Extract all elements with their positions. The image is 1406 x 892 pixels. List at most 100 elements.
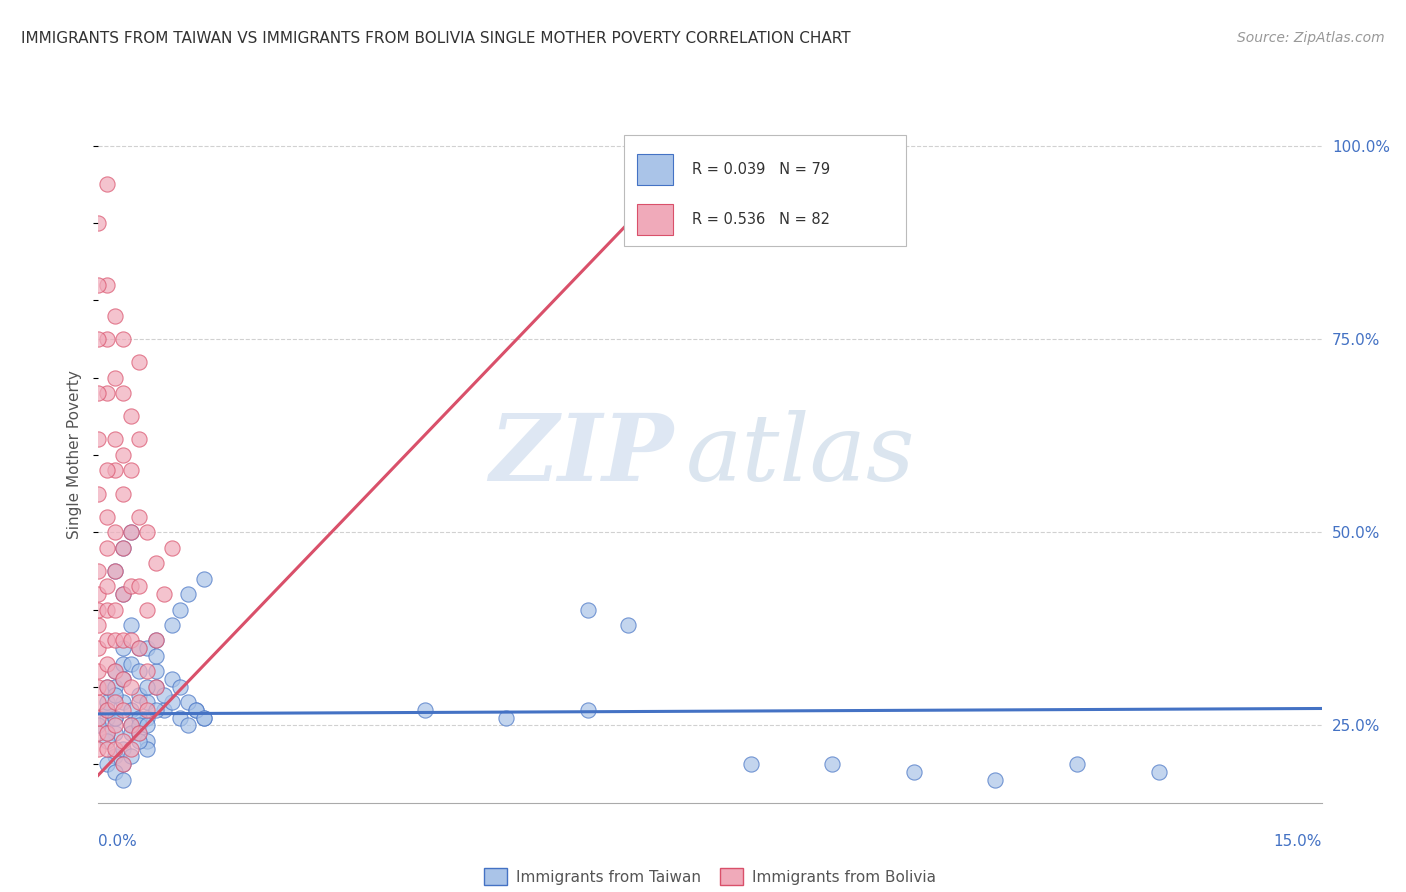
- Point: [87, 564, 110, 578]
- Text: IMMIGRANTS FROM TAIWAN VS IMMIGRANTS FROM BOLIVIA SINGLE MOTHER POVERTY CORRELAT: IMMIGRANTS FROM TAIWAN VS IMMIGRANTS FRO…: [21, 31, 851, 46]
- Point: [87, 665, 110, 679]
- Point: [136, 741, 159, 756]
- Point: [104, 711, 127, 725]
- Point: [120, 718, 142, 732]
- Point: [136, 602, 159, 616]
- Point: [111, 672, 134, 686]
- Point: [87, 332, 110, 346]
- Point: [104, 463, 127, 477]
- Point: [120, 680, 142, 694]
- Point: [96, 633, 118, 648]
- Point: [128, 355, 150, 369]
- Point: [111, 772, 134, 787]
- Text: atlas: atlas: [686, 410, 915, 500]
- Point: [495, 711, 517, 725]
- Point: [87, 718, 110, 732]
- Point: [160, 541, 183, 555]
- Point: [128, 641, 150, 656]
- Point: [104, 726, 127, 740]
- Point: [87, 726, 110, 740]
- Point: [96, 734, 118, 748]
- Point: [87, 711, 110, 725]
- Point: [128, 665, 150, 679]
- Point: [111, 757, 134, 772]
- Point: [104, 564, 127, 578]
- Point: [152, 688, 174, 702]
- FancyBboxPatch shape: [624, 135, 905, 246]
- Point: [111, 587, 134, 601]
- Point: [111, 695, 134, 709]
- Point: [111, 741, 134, 756]
- Text: ZIP: ZIP: [489, 410, 673, 500]
- Point: [87, 680, 110, 694]
- Point: [111, 641, 134, 656]
- Text: Source: ZipAtlas.com: Source: ZipAtlas.com: [1237, 31, 1385, 45]
- Point: [104, 564, 127, 578]
- Point: [96, 332, 118, 346]
- Point: [104, 688, 127, 702]
- Point: [87, 741, 110, 756]
- Point: [120, 579, 142, 593]
- Point: [193, 711, 215, 725]
- Point: [193, 711, 215, 725]
- Point: [96, 277, 118, 292]
- Point: [145, 633, 167, 648]
- Point: [128, 433, 150, 447]
- Point: [145, 680, 167, 694]
- Y-axis label: Single Mother Poverty: Single Mother Poverty: [67, 370, 83, 540]
- Point: [111, 587, 134, 601]
- Point: [186, 703, 208, 717]
- Text: 0.0%: 0.0%: [98, 834, 138, 849]
- Point: [120, 657, 142, 671]
- Point: [104, 749, 127, 764]
- Point: [96, 680, 118, 694]
- Point: [96, 711, 118, 725]
- Point: [120, 525, 142, 540]
- Point: [120, 409, 142, 424]
- Point: [104, 741, 127, 756]
- Point: [111, 734, 134, 748]
- Point: [576, 602, 599, 616]
- Point: [120, 633, 142, 648]
- Point: [111, 486, 134, 500]
- Point: [104, 764, 127, 779]
- Point: [104, 602, 127, 616]
- Point: [1066, 757, 1088, 772]
- Point: [136, 641, 159, 656]
- Point: [128, 711, 150, 725]
- Point: [87, 618, 110, 632]
- Point: [617, 618, 640, 632]
- Point: [120, 726, 142, 740]
- Point: [104, 525, 127, 540]
- Point: [128, 579, 150, 593]
- Point: [104, 718, 127, 732]
- Text: R = 0.039   N = 79: R = 0.039 N = 79: [692, 161, 830, 177]
- Point: [111, 386, 134, 401]
- Point: [96, 726, 118, 740]
- Point: [128, 734, 150, 748]
- Point: [87, 641, 110, 656]
- Point: [136, 703, 159, 717]
- Point: [96, 703, 118, 717]
- Point: [576, 703, 599, 717]
- Point: [111, 541, 134, 555]
- Point: [136, 695, 159, 709]
- Point: [104, 633, 127, 648]
- Point: [120, 525, 142, 540]
- Point: [136, 680, 159, 694]
- Point: [193, 572, 215, 586]
- Point: [96, 741, 118, 756]
- Point: [96, 757, 118, 772]
- Point: [87, 695, 110, 709]
- Point: [96, 178, 118, 192]
- Point: [186, 703, 208, 717]
- Point: [111, 703, 134, 717]
- Point: [120, 741, 142, 756]
- Point: [96, 463, 118, 477]
- Point: [96, 726, 118, 740]
- Point: [1147, 764, 1170, 779]
- Point: [120, 749, 142, 764]
- Point: [111, 672, 134, 686]
- Point: [145, 703, 167, 717]
- Point: [111, 657, 134, 671]
